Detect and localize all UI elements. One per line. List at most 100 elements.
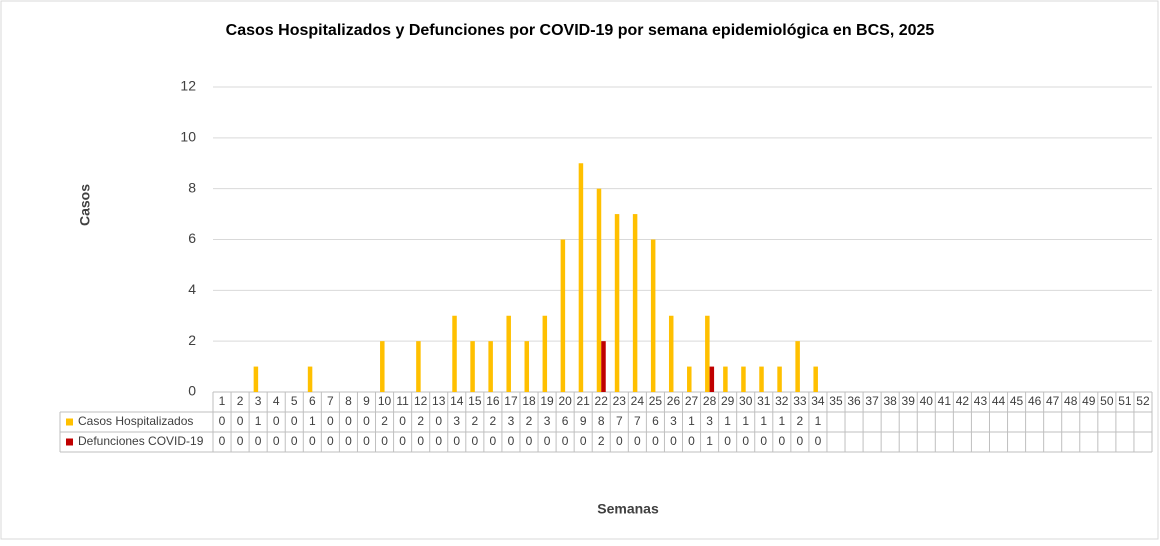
bar	[813, 366, 818, 392]
table-value: 0	[219, 414, 226, 428]
table-value: 0	[327, 414, 334, 428]
y-tick-label: 2	[188, 332, 196, 348]
table-value: 1	[688, 414, 695, 428]
y-tick-label: 4	[188, 281, 196, 297]
x-tick-label: 42	[956, 394, 970, 408]
bar	[632, 214, 638, 392]
table-value: 0	[345, 414, 352, 428]
table-value: 1	[706, 434, 713, 448]
bar	[777, 366, 782, 392]
bar	[723, 366, 728, 392]
x-tick-label: 20	[558, 394, 572, 408]
x-tick-label: 47	[1046, 394, 1060, 408]
bar	[307, 366, 313, 392]
table-value: 0	[273, 434, 280, 448]
bar	[542, 315, 548, 392]
x-tick-label: 5	[291, 394, 298, 408]
x-tick-label: 41	[938, 394, 952, 408]
table-value: 0	[363, 414, 370, 428]
table-value: 8	[598, 414, 605, 428]
table-value: 0	[219, 434, 226, 448]
bar	[668, 315, 674, 392]
table-value: 0	[815, 434, 822, 448]
table-value: 0	[634, 434, 641, 448]
table-value: 0	[616, 434, 623, 448]
x-tick-label: 48	[1064, 394, 1078, 408]
table-value: 2	[797, 414, 804, 428]
y-tick-label: 0	[188, 383, 196, 399]
table-value: 0	[508, 434, 515, 448]
legend-swatch	[66, 438, 73, 446]
legend-swatch	[66, 418, 73, 426]
x-tick-label: 27	[685, 394, 699, 408]
table-value: 0	[471, 434, 478, 448]
bar	[524, 341, 530, 392]
x-tick-label: 2	[237, 394, 244, 408]
table-value: 0	[237, 434, 244, 448]
x-tick-label: 3	[255, 394, 262, 408]
x-tick-label: 34	[811, 394, 825, 408]
bar	[741, 366, 746, 392]
x-tick-label: 30	[739, 394, 753, 408]
y-tick-label: 12	[180, 78, 196, 94]
x-tick-label: 19	[540, 394, 554, 408]
table-value: 0	[526, 434, 533, 448]
x-tick-label: 44	[992, 394, 1006, 408]
x-tick-label: 33	[793, 394, 807, 408]
table-value: 0	[760, 434, 767, 448]
table-value: 0	[778, 434, 785, 448]
bar	[705, 315, 710, 392]
x-tick-label: 25	[649, 394, 663, 408]
table-value: 0	[381, 434, 388, 448]
table-value: 0	[544, 434, 551, 448]
table-value: 0	[652, 434, 659, 448]
table-value: 0	[562, 434, 569, 448]
x-tick-label: 49	[1082, 394, 1096, 408]
x-tick-label: 16	[486, 394, 500, 408]
x-tick-label: 37	[865, 394, 879, 408]
x-tick-label: 14	[450, 394, 464, 408]
x-tick-label: 40	[920, 394, 934, 408]
table-value: 0	[670, 434, 677, 448]
table-value: 1	[778, 414, 785, 428]
table-value: 0	[399, 414, 406, 428]
x-tick-label: 23	[613, 394, 627, 408]
x-tick-label: 46	[1028, 394, 1042, 408]
y-tick-label: 10	[180, 129, 196, 145]
table-value: 0	[435, 414, 442, 428]
bar	[506, 315, 511, 392]
x-tick-label: 24	[631, 394, 645, 408]
x-tick-label: 36	[847, 394, 861, 408]
table-value: 6	[652, 414, 659, 428]
chart-title: Casos Hospitalizados y Defunciones por C…	[226, 22, 935, 39]
x-tick-label: 18	[522, 394, 536, 408]
table-value: 0	[435, 434, 442, 448]
x-tick-label: 39	[902, 394, 916, 408]
x-tick-label: 13	[432, 394, 446, 408]
bar	[416, 341, 421, 392]
table-value: 0	[291, 434, 298, 448]
table-value: 0	[453, 434, 460, 448]
x-tick-label: 15	[468, 394, 482, 408]
y-tick-label: 8	[188, 179, 196, 195]
table-value: 0	[327, 434, 334, 448]
x-tick-label: 22	[595, 394, 609, 408]
x-tick-label: 35	[829, 394, 843, 408]
table-value: 0	[255, 434, 262, 448]
table-value: 1	[742, 414, 749, 428]
table-value: 0	[417, 434, 424, 448]
x-tick-label: 29	[721, 394, 735, 408]
table-value: 0	[345, 434, 352, 448]
table-value: 0	[797, 434, 804, 448]
table-value: 3	[670, 414, 677, 428]
x-tick-label: 51	[1118, 394, 1132, 408]
table-value: 2	[490, 414, 497, 428]
table-value: 7	[634, 414, 641, 428]
x-tick-label: 17	[504, 394, 518, 408]
bar	[380, 341, 385, 392]
bar	[578, 163, 584, 392]
bar	[614, 214, 620, 392]
table-value: 0	[237, 414, 244, 428]
x-tick-label: 9	[363, 394, 370, 408]
bar	[795, 341, 800, 392]
